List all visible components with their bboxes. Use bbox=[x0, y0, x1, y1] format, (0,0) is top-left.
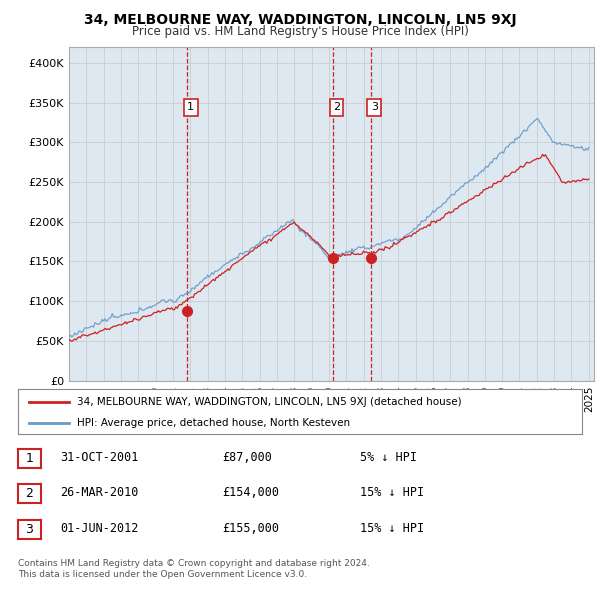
Text: 15% ↓ HPI: 15% ↓ HPI bbox=[360, 486, 424, 499]
Text: 26-MAR-2010: 26-MAR-2010 bbox=[60, 486, 139, 499]
Text: £155,000: £155,000 bbox=[222, 522, 279, 535]
Text: 1: 1 bbox=[187, 102, 194, 112]
Text: 3: 3 bbox=[25, 523, 34, 536]
Text: 01-JUN-2012: 01-JUN-2012 bbox=[60, 522, 139, 535]
Text: £154,000: £154,000 bbox=[222, 486, 279, 499]
Text: 2: 2 bbox=[333, 102, 340, 112]
Text: Price paid vs. HM Land Registry's House Price Index (HPI): Price paid vs. HM Land Registry's House … bbox=[131, 25, 469, 38]
Text: £87,000: £87,000 bbox=[222, 451, 272, 464]
Text: 15% ↓ HPI: 15% ↓ HPI bbox=[360, 522, 424, 535]
Text: 2: 2 bbox=[25, 487, 34, 500]
Text: HPI: Average price, detached house, North Kesteven: HPI: Average price, detached house, Nort… bbox=[77, 418, 350, 428]
Text: 31-OCT-2001: 31-OCT-2001 bbox=[60, 451, 139, 464]
Text: 34, MELBOURNE WAY, WADDINGTON, LINCOLN, LN5 9XJ (detached house): 34, MELBOURNE WAY, WADDINGTON, LINCOLN, … bbox=[77, 397, 462, 407]
Text: 34, MELBOURNE WAY, WADDINGTON, LINCOLN, LN5 9XJ: 34, MELBOURNE WAY, WADDINGTON, LINCOLN, … bbox=[83, 13, 517, 27]
Text: This data is licensed under the Open Government Licence v3.0.: This data is licensed under the Open Gov… bbox=[18, 571, 307, 579]
Text: 1: 1 bbox=[25, 452, 34, 465]
Text: Contains HM Land Registry data © Crown copyright and database right 2024.: Contains HM Land Registry data © Crown c… bbox=[18, 559, 370, 568]
Text: 3: 3 bbox=[371, 102, 378, 112]
Text: 5% ↓ HPI: 5% ↓ HPI bbox=[360, 451, 417, 464]
